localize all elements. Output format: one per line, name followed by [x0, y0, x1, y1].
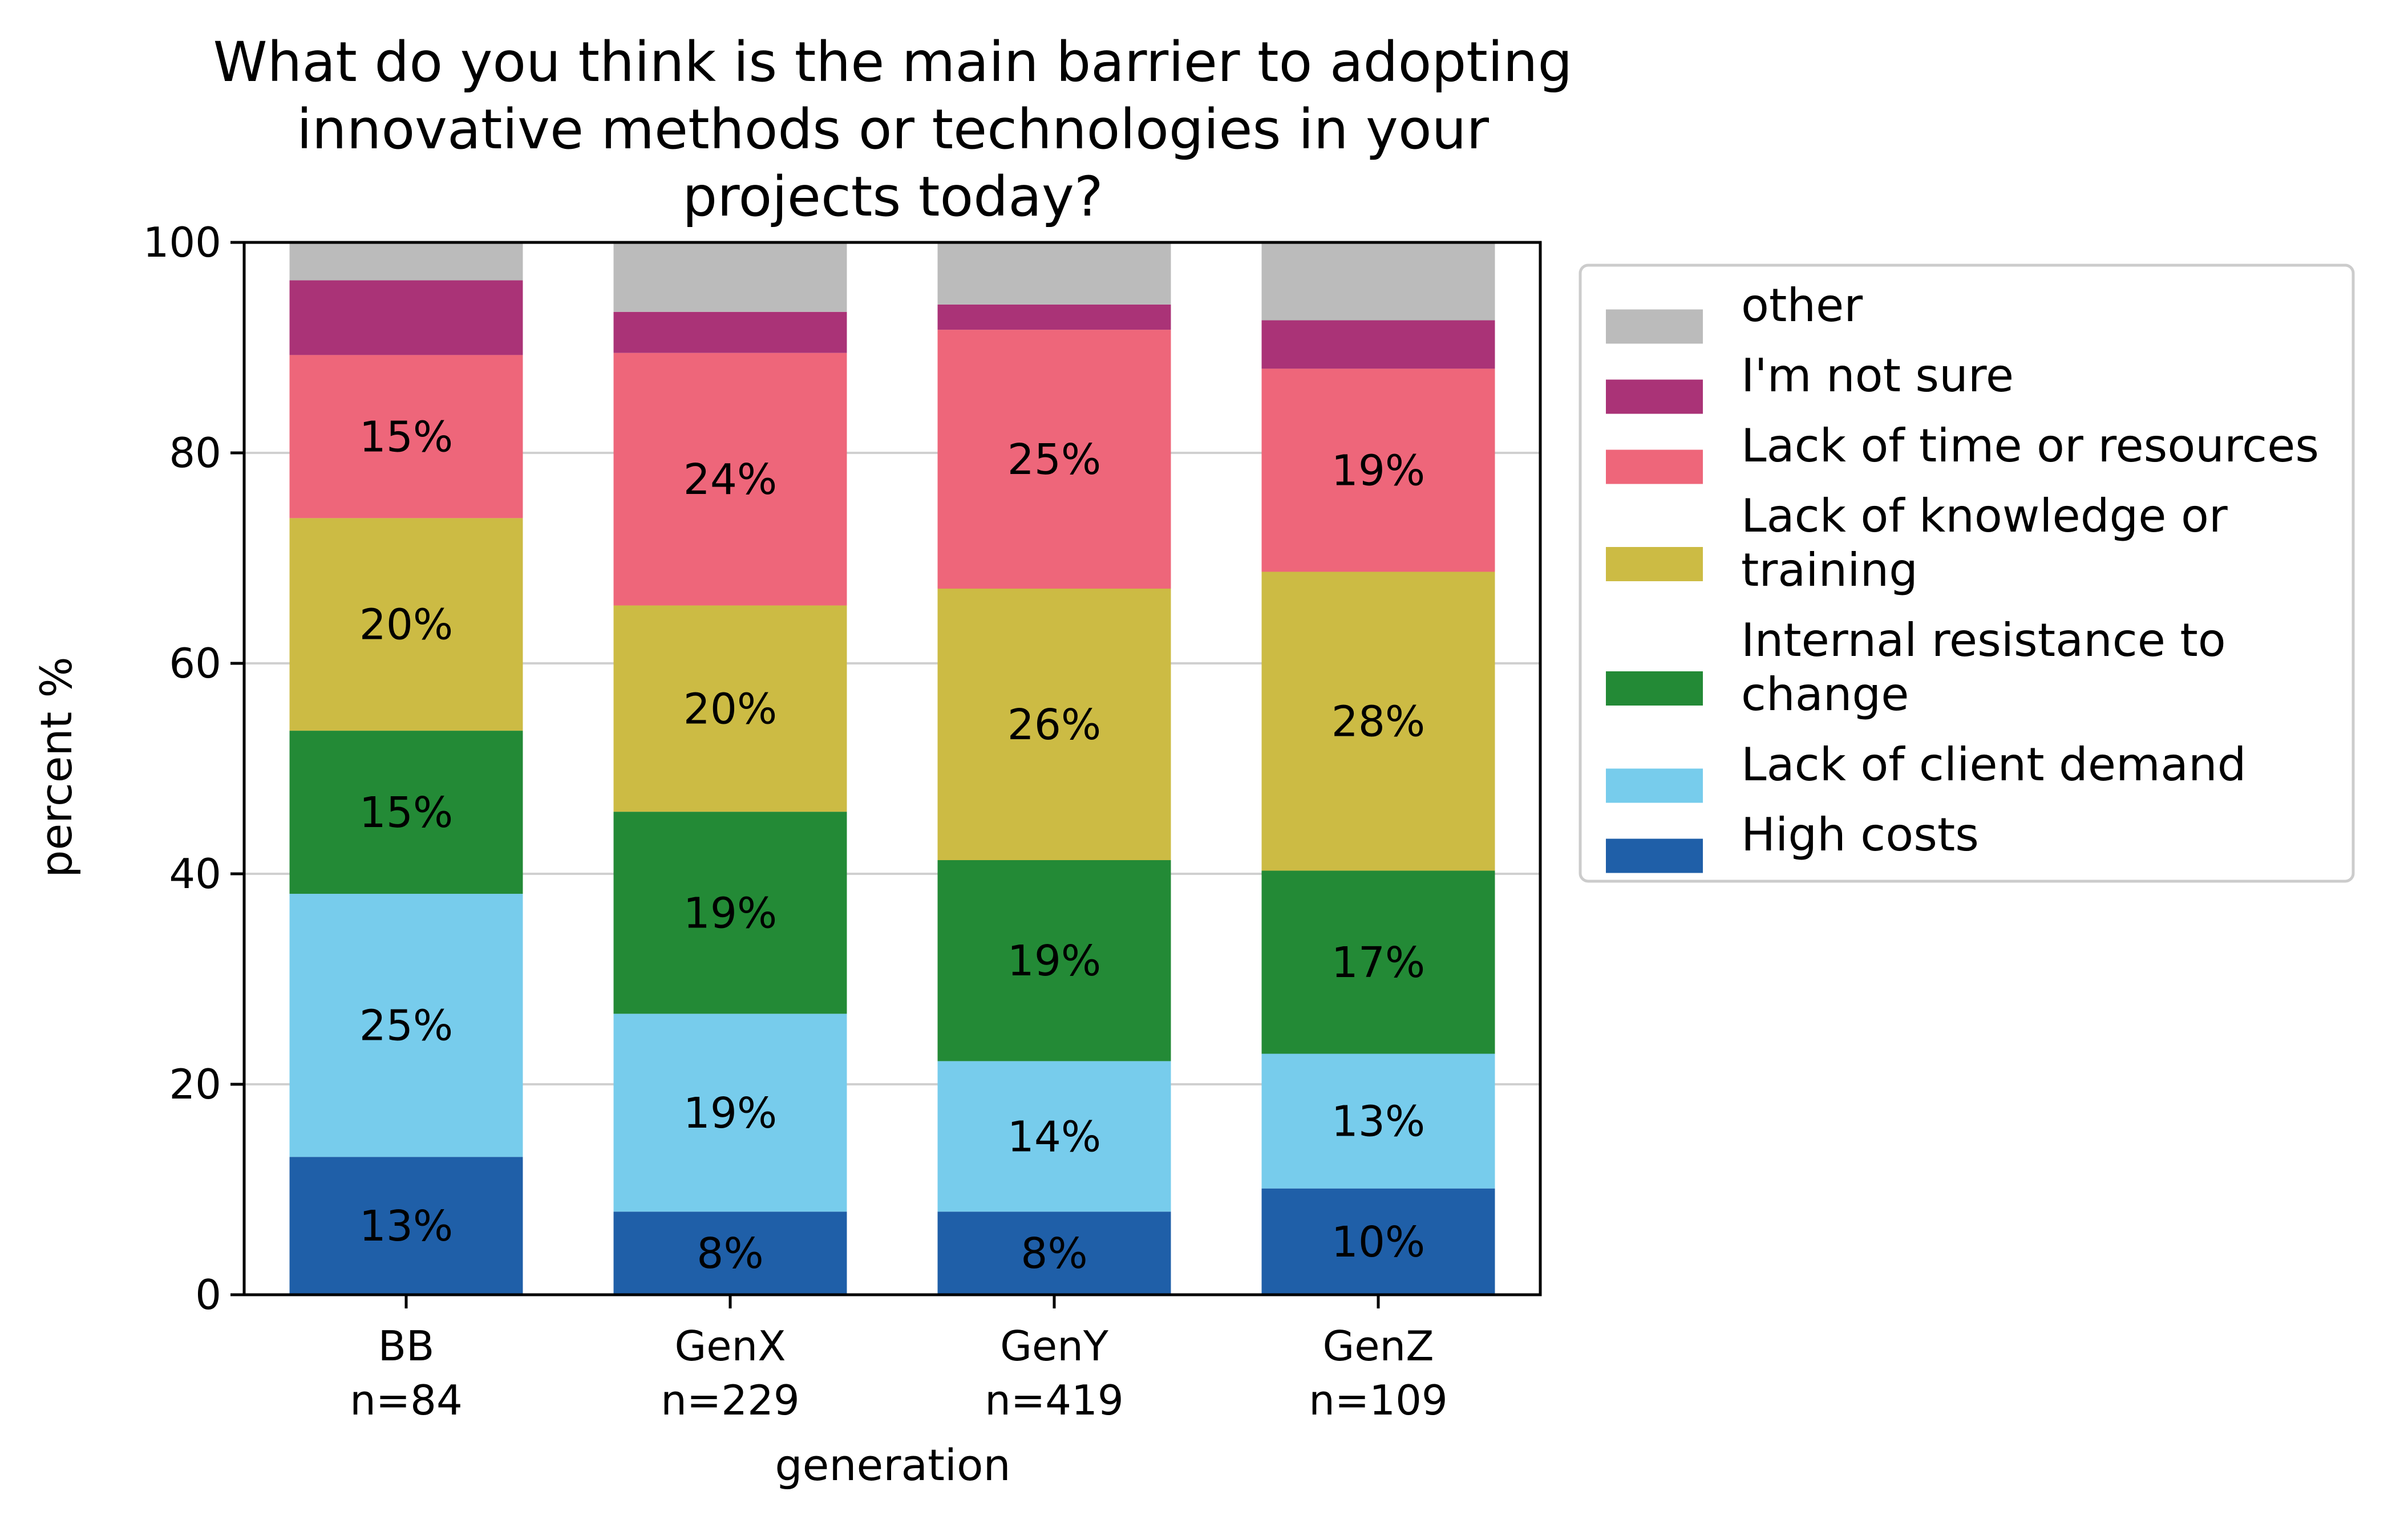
bar-value-label: 19%	[1007, 937, 1101, 986]
legend-swatch	[1606, 671, 1703, 706]
bar-value-label: 13%	[359, 1202, 453, 1251]
chart-title: What do you think is the main barrier to…	[213, 30, 1573, 229]
bar-value-label: 15%	[359, 788, 453, 837]
legend-swatch	[1606, 838, 1703, 873]
bar-segment	[937, 330, 1171, 589]
bar-segment	[289, 242, 523, 281]
legend-label: Lack of time or resources	[1741, 419, 2319, 472]
plot-frame	[242, 241, 1542, 1296]
legend-label: Lack of knowledge or	[1741, 489, 2228, 542]
bar-segment	[937, 860, 1171, 1061]
legend-label: other	[1741, 279, 1863, 332]
y-tick-label: 100	[143, 218, 221, 266]
bar-value-label: 25%	[359, 1002, 453, 1051]
bar-segment	[1261, 242, 1495, 321]
x-tick-sample-size: n=419	[985, 1376, 1123, 1424]
bar-segment	[937, 1061, 1171, 1212]
bar-segment	[613, 605, 847, 812]
bar-segment	[1261, 1188, 1495, 1295]
bar-value-label: 17%	[1331, 938, 1425, 987]
bar-segment	[1261, 870, 1495, 1054]
bar-value-label: 20%	[683, 684, 777, 733]
x-tick-label: GenZ	[1322, 1322, 1434, 1370]
y-axis-label: percent %	[31, 656, 82, 877]
bar-segment	[289, 518, 523, 731]
bar-segment	[289, 731, 523, 894]
bar-value-label: 19%	[683, 1089, 777, 1138]
bar-segment	[289, 1157, 523, 1295]
bar-segment	[289, 894, 523, 1157]
bar-value-label: 8%	[697, 1229, 763, 1278]
x-axis-ticks: BB n=84 GenX n=229 GenY n=419 GenZ n=109	[350, 1295, 1448, 1424]
x-tick-sample-size: n=84	[350, 1376, 463, 1424]
legend-swatch	[1606, 547, 1703, 581]
x-axis-label: generation	[775, 1440, 1010, 1490]
y-tick-label: 40	[169, 850, 221, 898]
bar-value-label: 10%	[1331, 1218, 1425, 1267]
legend-label: change	[1741, 668, 1909, 721]
bars: 13% 25% 15% 20% 15% 8% 19% 19% 20% 24% 8% 14% 19% 26%…	[289, 242, 1495, 1295]
legend: other I'm not sure Lack of time or resourc…	[1579, 264, 2355, 883]
bar-value-label: 14%	[1007, 1112, 1101, 1161]
bar-value-label: 13%	[1331, 1097, 1425, 1146]
title-line: innovative methods or technologies in yo…	[297, 98, 1489, 161]
bar-value-label: 8%	[1021, 1229, 1087, 1278]
legend-label: training	[1741, 544, 1918, 597]
title-line: projects today?	[682, 165, 1103, 229]
bar-segment	[613, 812, 847, 1014]
bar-segment	[289, 355, 523, 518]
legend-swatch	[1606, 449, 1703, 484]
bar-segment	[289, 280, 523, 355]
bar-segment	[1261, 320, 1495, 369]
y-tick-label: 20	[169, 1060, 221, 1108]
y-tick-label: 80	[169, 429, 221, 477]
bar-segment	[613, 1014, 847, 1212]
bar-value-label: 25%	[1007, 435, 1101, 484]
legend-label: I'm not sure	[1741, 349, 2014, 402]
bar-segment	[613, 242, 847, 312]
legend-label: Internal resistance to	[1741, 614, 2226, 667]
x-tick-label: GenY	[1000, 1322, 1109, 1370]
bar-segment	[613, 352, 847, 606]
axes	[242, 241, 1542, 1296]
bar-segment	[937, 304, 1171, 330]
legend-swatch	[1606, 379, 1703, 414]
bar-segment	[613, 311, 847, 353]
bar-value-label: 19%	[683, 889, 777, 938]
legend-frame	[1579, 264, 2355, 883]
title-line: What do you think is the main barrier to…	[213, 30, 1573, 94]
legend-swatch	[1606, 768, 1703, 803]
bar-segment	[937, 589, 1171, 861]
legend-label: High costs	[1741, 808, 1979, 861]
bar-value-label: 28%	[1331, 697, 1425, 746]
y-axis-ticks: 0 20 40 60 80 100	[143, 218, 244, 1319]
legend-swatch	[1606, 309, 1703, 344]
bar-value-label: 15%	[359, 412, 453, 461]
bar-segment	[937, 242, 1171, 305]
x-tick-sample-size: n=229	[661, 1376, 799, 1424]
bar-segment	[613, 1211, 847, 1295]
bar-segment	[1261, 368, 1495, 572]
bar-value-label: 26%	[1007, 700, 1101, 749]
x-tick-label: BB	[378, 1322, 435, 1370]
bar-segment	[1261, 1053, 1495, 1189]
y-tick-label: 0	[195, 1271, 221, 1319]
bar-segment	[937, 1211, 1171, 1295]
bar-value-label: 24%	[683, 455, 777, 504]
x-tick-label: GenX	[674, 1322, 786, 1370]
bar-segment	[1261, 572, 1495, 871]
y-tick-label: 60	[169, 639, 221, 687]
x-tick-sample-size: n=109	[1309, 1376, 1447, 1424]
bar-value-label: 20%	[359, 601, 453, 650]
legend-label: Lack of client demand	[1741, 738, 2246, 791]
bar-value-label: 19%	[1331, 446, 1425, 495]
